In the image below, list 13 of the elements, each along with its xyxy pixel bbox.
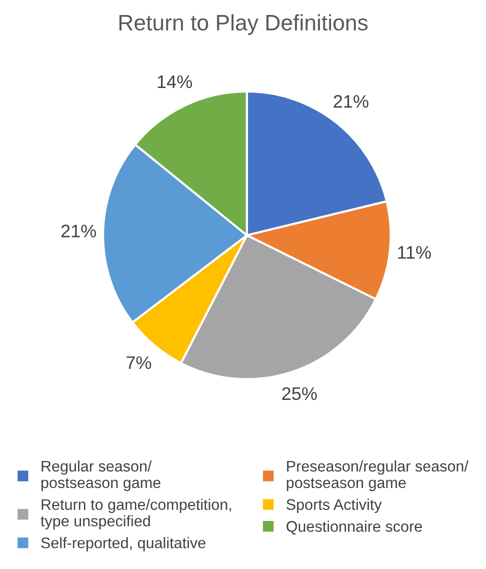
data-label: 21%	[61, 224, 96, 238]
data-label: 25%	[282, 387, 317, 400]
legend-label: Sports Activity	[286, 498, 382, 513]
legend-label: Regular season/ postseason game	[41, 460, 160, 492]
legend-label: Return to game/competition, type unspecified	[40, 498, 232, 530]
data-label: 14%	[158, 75, 192, 88]
data-label: 21%	[334, 95, 368, 108]
data-label: 11%	[398, 246, 431, 259]
legend-label: Self-reported, qualitative	[41, 537, 206, 552]
data-label: 7%	[126, 356, 152, 369]
legend-label: Preseason/regular season/ postseason game	[286, 460, 468, 492]
chart-title: Return to Play Definitions	[119, 14, 368, 35]
legend-label: Questionnaire score	[286, 520, 422, 535]
